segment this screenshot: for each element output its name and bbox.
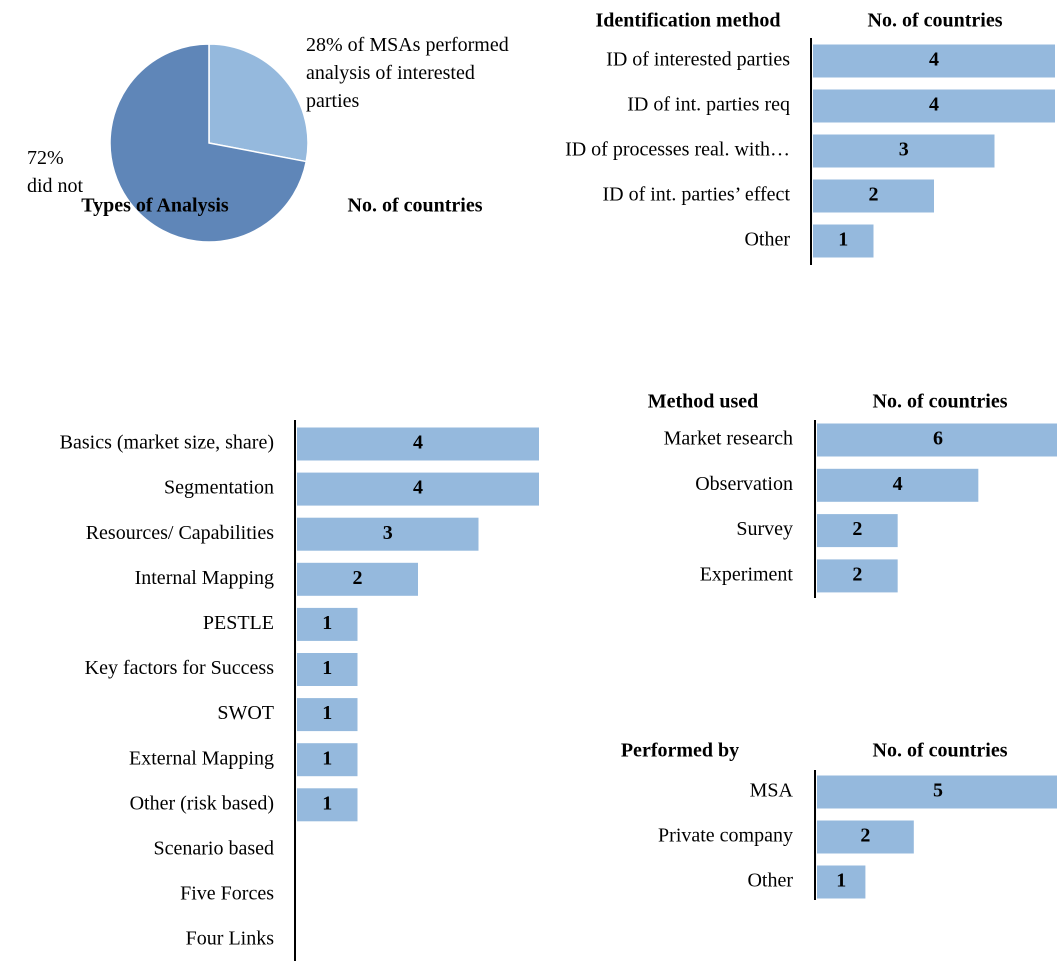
value-label: 1 [322,792,332,814]
category-label: Other (risk based) [130,792,274,814]
category-header: Identification method [596,10,781,32]
value-label: 2 [353,567,363,589]
bar [297,788,358,822]
value-label: 3 [899,139,909,161]
bar [817,865,866,899]
bar [813,134,995,168]
category-label: Key factors for Success [85,657,275,679]
bar [817,468,979,502]
pie-slice [109,43,308,243]
pie-label: 28% of MSAs performed analysis of intere… [306,34,509,112]
category-label: Survey [736,518,793,540]
category-label: Internal Mapping [135,567,274,589]
value-label: 2 [860,825,870,847]
category-label: Observation [695,473,793,495]
value-label: 1 [838,229,848,251]
value-label: 2 [852,563,862,585]
value-label: 1 [322,702,332,724]
bar [297,562,418,596]
category-label: Segmentation [164,477,274,499]
category-header: Method used [648,391,759,413]
bar [817,775,1057,809]
value-label: 5 [933,780,943,802]
category-label: Resources/ Capabilities [86,522,275,544]
value-label: 4 [929,94,939,116]
bar [297,472,539,506]
category-header: Performed by [621,740,739,762]
value-label: 1 [322,612,332,634]
category-label: Scenario based [153,837,274,859]
category-label: Five Forces [180,883,274,905]
bar [813,224,874,258]
category-header: Types of Analysis [81,195,229,217]
value-label: 1 [836,870,846,892]
category-label: ID of interested parties [606,49,790,71]
bar [297,653,358,686]
value-label: 4 [893,473,903,495]
category-label: Basics (market size, share) [60,432,274,454]
value-label: 4 [929,49,939,71]
value-label: 1 [322,747,332,769]
bar [817,820,914,854]
category-label: PESTLE [203,612,274,634]
bar [813,89,1055,123]
value-label: 4 [413,432,423,454]
bar [297,698,358,732]
category-label: MSA [750,780,794,802]
category-label: ID of int. parties req [627,94,790,116]
value-label: 3 [383,522,393,544]
category-label: ID of int. parties’ effect [602,184,790,206]
value-label: 2 [869,184,879,206]
value-header: No. of countries [873,740,1008,762]
category-label: Market research [664,428,793,450]
value-header: No. of countries [873,391,1008,413]
value-label: 4 [413,477,423,499]
bar [813,179,934,213]
bar [813,44,1055,78]
bar [817,559,898,593]
value-label: 1 [322,657,332,679]
category-label: External Mapping [129,747,274,769]
category-label: Other [747,870,793,892]
category-label: Private company [658,825,793,847]
value-label: 2 [852,518,862,540]
bar [297,517,479,551]
pie-slice [208,43,309,163]
value-header: No. of countries [348,195,483,217]
value-label: 6 [933,428,943,450]
pie-label: 72% did not [27,147,84,197]
bar [297,607,358,641]
bar [817,423,1057,457]
category-label: ID of processes real. with… [565,139,790,161]
bar [297,427,539,461]
category-label: Other [744,229,790,251]
category-label: Experiment [700,563,794,585]
category-label: Four Links [186,928,275,950]
value-header: No. of countries [868,10,1003,32]
category-label: SWOT [217,702,274,724]
bar [297,743,358,777]
bar [817,514,898,548]
